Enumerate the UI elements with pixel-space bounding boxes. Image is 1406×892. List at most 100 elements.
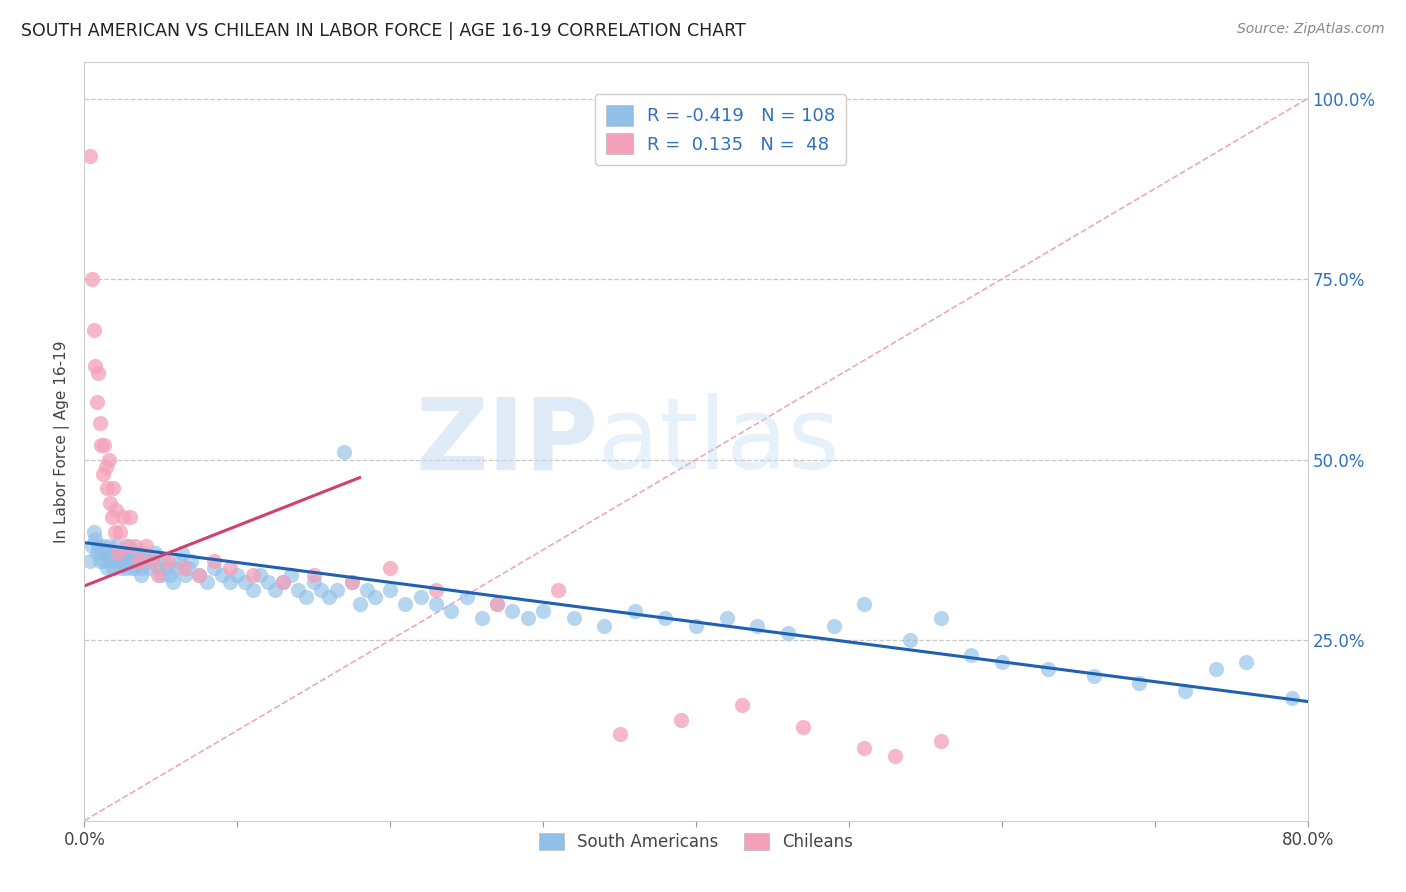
Point	[89, 554, 111, 568]
Point	[188, 568, 211, 582]
Point	[94, 546, 117, 560]
Point	[177, 561, 200, 575]
Text: ZIP: ZIP	[415, 393, 598, 490]
Point	[271, 575, 294, 590]
Point	[87, 539, 110, 553]
Point	[80, 539, 103, 553]
Point	[425, 582, 447, 597]
Point	[287, 582, 309, 597]
Point	[1083, 669, 1105, 683]
Point	[141, 554, 163, 568]
Point	[173, 561, 195, 575]
Point	[104, 554, 127, 568]
Point	[121, 561, 143, 575]
Point	[440, 604, 463, 618]
Point	[425, 597, 447, 611]
Point	[174, 568, 197, 582]
Point	[929, 734, 952, 748]
Point	[162, 575, 184, 590]
Point	[118, 539, 141, 553]
Point	[325, 582, 347, 597]
Point	[486, 597, 509, 611]
Point	[93, 554, 115, 568]
Point	[562, 611, 585, 625]
Point	[120, 554, 142, 568]
Point	[107, 546, 129, 560]
Point	[960, 648, 983, 662]
Point	[318, 590, 340, 604]
Point	[91, 467, 114, 481]
Point	[127, 546, 149, 560]
Point	[1236, 655, 1258, 669]
Point	[409, 590, 432, 604]
Point	[138, 561, 160, 575]
Point	[471, 611, 494, 625]
Point	[146, 561, 169, 575]
Point	[124, 561, 146, 575]
Legend: South Americans, Chileans: South Americans, Chileans	[533, 826, 859, 858]
Point	[165, 561, 187, 575]
Point	[108, 524, 131, 539]
Point	[96, 561, 118, 575]
Point	[792, 720, 814, 734]
Point	[195, 575, 218, 590]
Y-axis label: In Labor Force | Age 16-19: In Labor Force | Age 16-19	[55, 340, 70, 543]
Point	[340, 575, 363, 590]
Point	[98, 496, 121, 510]
Point	[128, 554, 150, 568]
Point	[101, 546, 124, 560]
Point	[747, 618, 769, 632]
Point	[91, 539, 114, 553]
Point	[96, 482, 118, 496]
Point	[86, 546, 108, 560]
Point	[302, 575, 325, 590]
Point	[83, 323, 105, 337]
Point	[93, 438, 115, 452]
Point	[135, 554, 157, 568]
Point	[271, 575, 294, 590]
Point	[456, 590, 478, 604]
Point	[853, 597, 876, 611]
Text: SOUTH AMERICAN VS CHILEAN IN LABOR FORCE | AGE 16-19 CORRELATION CHART: SOUTH AMERICAN VS CHILEAN IN LABOR FORCE…	[21, 22, 745, 40]
Point	[349, 597, 371, 611]
Point	[105, 503, 128, 517]
Point	[86, 394, 108, 409]
Point	[79, 149, 101, 163]
Point	[124, 539, 146, 553]
Point	[103, 482, 125, 496]
Point	[242, 582, 264, 597]
Point	[853, 741, 876, 756]
Point	[202, 561, 225, 575]
Point	[547, 582, 569, 597]
Point	[122, 546, 145, 560]
Point	[1174, 683, 1197, 698]
Point	[929, 611, 952, 625]
Point	[593, 618, 616, 632]
Point	[776, 626, 799, 640]
Point	[340, 575, 363, 590]
Point	[90, 438, 112, 452]
Point	[218, 575, 240, 590]
Point	[128, 554, 150, 568]
Point	[111, 554, 134, 568]
Point	[264, 582, 287, 597]
Point	[257, 575, 280, 590]
Point	[146, 568, 169, 582]
Point	[685, 618, 707, 632]
Text: atlas: atlas	[598, 393, 839, 490]
Point	[94, 459, 117, 474]
Point	[159, 568, 181, 582]
Point	[153, 554, 176, 568]
Point	[180, 554, 202, 568]
Point	[356, 582, 378, 597]
Point	[120, 510, 142, 524]
Point	[202, 554, 225, 568]
Point	[233, 575, 256, 590]
Point	[502, 604, 524, 618]
Point	[1128, 676, 1150, 690]
Point	[242, 568, 264, 582]
Point	[486, 597, 509, 611]
Point	[98, 554, 121, 568]
Point	[84, 532, 107, 546]
Point	[97, 452, 120, 467]
